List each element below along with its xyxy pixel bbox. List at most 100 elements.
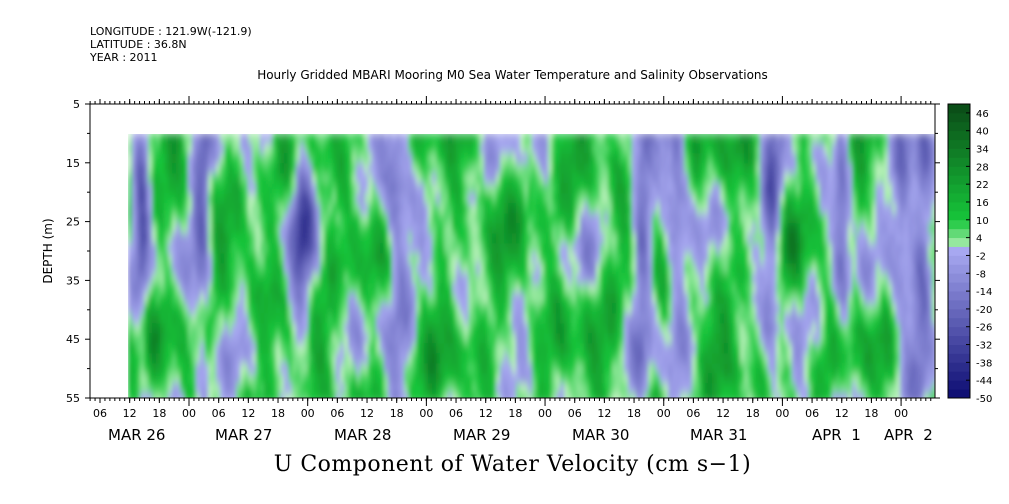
x-tick-label: 12 xyxy=(597,407,611,420)
colorbar-label: 10 xyxy=(976,216,989,227)
latitude-label: LATITUDE : 36.8N xyxy=(90,38,187,51)
x-tick-label: 00 xyxy=(538,407,552,420)
colorbar-swatch xyxy=(948,326,970,337)
colorbar-label: 34 xyxy=(976,145,989,156)
x-axis: 06 12 18 00 06 12 18 00 06 12 18 00 06 12 18 00 06 12 18 00… xyxy=(89,96,933,444)
x-tick-label: 18 xyxy=(627,407,641,420)
colorbar-swatch xyxy=(948,255,970,265)
colorbar-swatch xyxy=(948,193,970,203)
colorbar-swatch xyxy=(948,273,970,283)
y-tick-label: 5 xyxy=(73,98,80,111)
x-tick-label: 00 xyxy=(775,407,789,420)
colorbar-label: -14 xyxy=(976,287,992,298)
x-tick-label: 12 xyxy=(716,407,730,420)
x-date-label: APR 1 xyxy=(812,426,861,444)
x-tick-label: 00 xyxy=(419,407,433,420)
x-tick-label: 18 xyxy=(271,407,285,420)
x-axis-title: U Component of Water Velocity (cm s−1) xyxy=(273,452,752,477)
colorbar-swatch xyxy=(948,184,970,194)
colorbar-label: -38 xyxy=(976,358,992,369)
colorbar: 46 40 34 28 22 16 10 4 -2 -8 -14 -20 -26 -32 -38 -44 -50 xyxy=(947,103,992,405)
colorbar-swatch xyxy=(948,175,970,185)
colorbar-frame xyxy=(947,103,971,399)
colorbar-swatch xyxy=(948,219,970,230)
colorbar-swatch xyxy=(948,246,970,256)
y-tick-label: 35 xyxy=(66,274,80,287)
heatmap-field xyxy=(128,134,935,398)
x-tick-label: 06 xyxy=(449,407,463,420)
x-tick-label: 12 xyxy=(123,407,137,420)
colorbar-label: -8 xyxy=(976,269,986,280)
x-date-label: MAR 27 xyxy=(215,426,272,444)
longitude-label: LONGITUDE : 121.9W(-121.9) xyxy=(90,25,252,38)
x-tick-label: 06 xyxy=(212,407,226,420)
colorbar-swatch xyxy=(948,228,970,239)
x-tick-label: 18 xyxy=(864,407,878,420)
colorbar-label: 4 xyxy=(976,234,982,245)
colorbar-swatch xyxy=(948,380,970,390)
colorbar-swatch xyxy=(948,112,970,123)
colorbar-swatch xyxy=(948,264,970,274)
colorbar-swatch xyxy=(948,139,970,149)
x-tick-label: 18 xyxy=(746,407,760,420)
colorbar-label: 16 xyxy=(976,198,989,209)
y-tick-label: 45 xyxy=(66,333,80,346)
x-tick-label: 00 xyxy=(301,407,315,420)
y-tick-label: 25 xyxy=(66,216,80,229)
x-date-label: MAR 28 xyxy=(334,426,391,444)
colorbar-swatch xyxy=(948,317,970,328)
colorbar-swatch xyxy=(948,210,970,221)
colorbar-swatch xyxy=(948,237,970,247)
colorbar-swatch xyxy=(948,282,970,292)
x-tick-label: 18 xyxy=(152,407,166,420)
colorbar-swatch xyxy=(948,121,970,132)
colorbar-label: -26 xyxy=(976,323,992,334)
colorbar-swatch xyxy=(948,300,970,310)
y-axis: 5 15 25 35 45 55 xyxy=(66,98,940,405)
colorbar-label: 40 xyxy=(976,127,989,138)
colorbar-label: 28 xyxy=(976,162,989,173)
colorbar-label: -32 xyxy=(976,341,992,352)
x-tick-label: 06 xyxy=(330,407,344,420)
colorbar-label: -50 xyxy=(976,394,992,405)
x-tick-label: 00 xyxy=(182,407,196,420)
x-date-label: MAR 31 xyxy=(690,426,747,444)
x-tick-label: 00 xyxy=(657,407,671,420)
colorbar-swatch xyxy=(948,335,970,345)
colorbar-swatch xyxy=(948,362,970,372)
colorbar-label: -20 xyxy=(976,305,992,316)
x-tick-label: 12 xyxy=(835,407,849,420)
colorbar-swatch xyxy=(948,104,970,114)
x-tick-label: 06 xyxy=(568,407,582,420)
y-tick-label: 15 xyxy=(66,157,80,170)
colorbar-label: 46 xyxy=(976,109,989,120)
colorbar-swatch xyxy=(948,166,970,176)
colorbar-swatch xyxy=(948,344,970,354)
colorbar-swatch xyxy=(948,148,970,158)
colorbar-label: -44 xyxy=(976,376,992,387)
colorbar-swatch xyxy=(948,389,970,399)
colorbar-swatch xyxy=(948,130,970,141)
colorbar-swatch xyxy=(948,291,970,301)
colorbar-label: -2 xyxy=(976,251,986,262)
colorbar-swatch xyxy=(948,371,970,381)
x-tick-label: 06 xyxy=(686,407,700,420)
x-date-label: APR 2 xyxy=(884,426,933,444)
x-tick-label: 12 xyxy=(360,407,374,420)
colorbar-label: 22 xyxy=(976,180,989,191)
year-label: YEAR : 2011 xyxy=(90,51,158,64)
chart-title: Hourly Gridded MBARI Mooring M0 Sea Wate… xyxy=(257,68,768,82)
x-tick-label: 18 xyxy=(508,407,522,420)
colorbar-swatch xyxy=(948,202,970,212)
x-date-label: MAR 26 xyxy=(108,426,165,444)
x-tick-label: 12 xyxy=(479,407,493,420)
x-tick-label: 18 xyxy=(390,407,404,420)
x-tick-label: 06 xyxy=(805,407,819,420)
colorbar-swatch xyxy=(948,157,970,167)
y-tick-label: 55 xyxy=(66,392,80,405)
x-tick-label: 00 xyxy=(894,407,908,420)
colorbar-swatch xyxy=(948,308,970,319)
y-axis-label: DEPTH (m) xyxy=(41,218,55,283)
x-date-label: MAR 30 xyxy=(572,426,629,444)
